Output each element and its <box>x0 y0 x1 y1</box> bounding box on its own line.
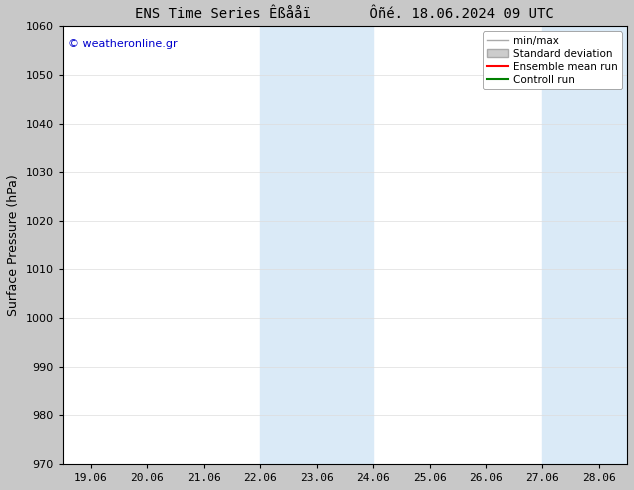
Y-axis label: Surface Pressure (hPa): Surface Pressure (hPa) <box>7 174 20 316</box>
Title: ENS Time Series Êßååï       Ôñé. 18.06.2024 09 UTC: ENS Time Series Êßååï Ôñé. 18.06.2024 09… <box>136 7 554 21</box>
Text: © weatheronline.gr: © weatheronline.gr <box>68 39 178 49</box>
Bar <box>543 26 627 464</box>
Bar <box>260 26 373 464</box>
Legend: min/max, Standard deviation, Ensemble mean run, Controll run: min/max, Standard deviation, Ensemble me… <box>482 31 622 89</box>
